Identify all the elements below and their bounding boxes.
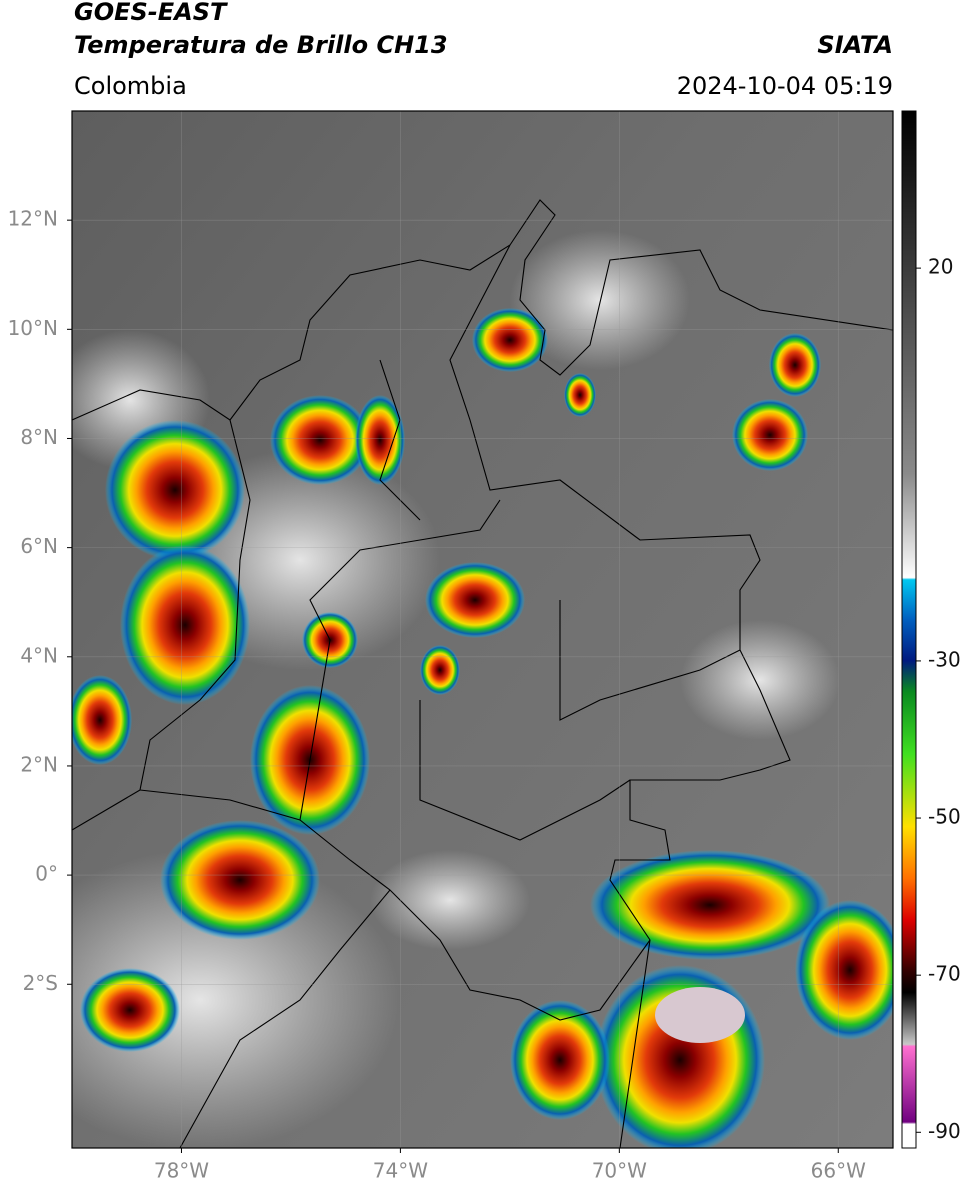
storm-cell xyxy=(425,562,525,638)
storm-cell xyxy=(472,308,548,372)
storm-cell xyxy=(105,420,245,560)
map-frame xyxy=(71,110,894,1149)
x-tick-label: 74°W xyxy=(373,1159,428,1183)
satellite-image xyxy=(72,111,893,1148)
storm-cell xyxy=(72,675,132,765)
graticule xyxy=(72,111,893,1148)
y-tick-label: 2°N xyxy=(20,752,58,776)
y-tick-label: 2°S xyxy=(23,971,58,995)
storm-cell xyxy=(769,333,821,397)
y-tick-label: 12°N xyxy=(8,207,58,231)
storm-cell xyxy=(160,820,320,940)
y-tick-label: 6°N xyxy=(20,534,58,558)
colorbar xyxy=(901,110,917,1149)
y-tick-label: 0° xyxy=(35,862,58,886)
storm-cell xyxy=(590,850,830,960)
y-tick-label: 10°N xyxy=(8,316,58,340)
subtitle: Temperatura de Brillo CH13 xyxy=(74,31,448,59)
axes: 78°W 74°W 70°W 66°W 12°N 10°N 8°N 6°N 4°N 2°N 0° 2°… xyxy=(8,207,961,1183)
storm-cell xyxy=(420,645,460,695)
colorbar-tick-label: 20 xyxy=(928,255,953,279)
y-tick-label: 4°N xyxy=(20,643,58,667)
colorbar-tick-label: -50 xyxy=(928,805,961,829)
source: SIATA xyxy=(817,31,893,59)
colorbar-tick-label: -30 xyxy=(928,647,961,671)
cold-top xyxy=(655,987,745,1043)
storm-cell xyxy=(564,373,596,417)
storm-cell xyxy=(732,399,808,471)
storm-cell xyxy=(270,395,370,485)
title: GOES-EAST xyxy=(74,0,228,26)
storm-cell xyxy=(80,968,180,1052)
y-tick-label: 8°N xyxy=(20,425,58,449)
x-tick-label: 66°W xyxy=(811,1159,866,1183)
x-tick-label: 78°W xyxy=(154,1159,209,1183)
storm-cell xyxy=(120,545,250,705)
x-tick-label: 70°W xyxy=(592,1159,647,1183)
colorbar-tick-label: -70 xyxy=(928,962,961,986)
storm-cell xyxy=(795,900,893,1040)
datetime: 2024-10-04 05:19 xyxy=(677,72,893,100)
storm-cell xyxy=(510,1000,610,1120)
borders xyxy=(72,199,893,1148)
region: Colombia xyxy=(74,72,187,100)
colorbar-tick-label: -90 xyxy=(928,1119,961,1143)
storm-cell xyxy=(355,395,405,485)
